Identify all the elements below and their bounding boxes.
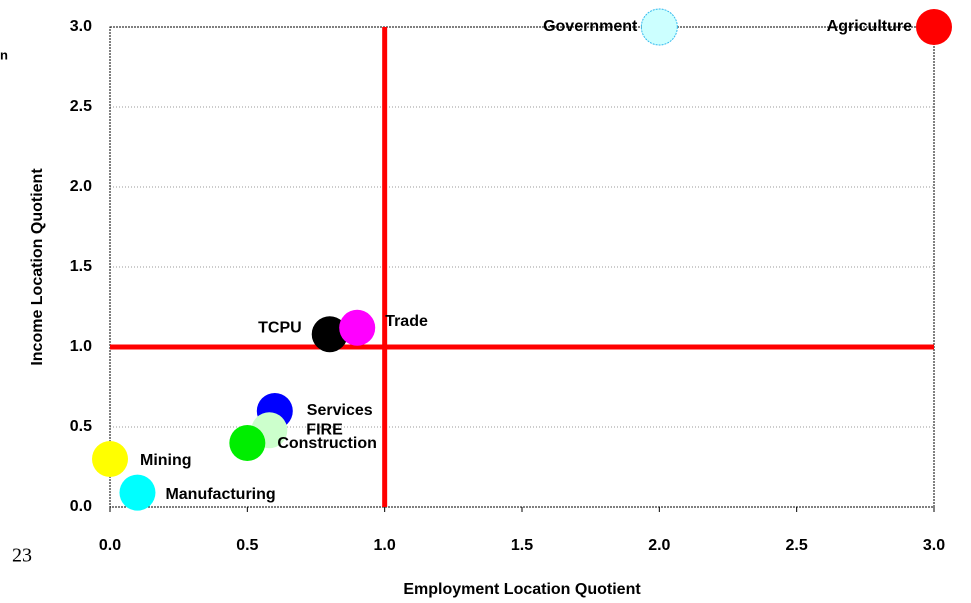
x-tick-label: 0.0	[99, 537, 121, 554]
point	[92, 441, 128, 477]
page-number: 23	[12, 545, 32, 567]
y-tick-label: 1.5	[70, 258, 92, 275]
x-tick-label: 2.0	[648, 537, 670, 554]
point-label: Trade	[385, 313, 428, 330]
point-label: Services	[307, 402, 373, 419]
point	[311, 316, 348, 353]
y-tick-label: 0.0	[70, 498, 92, 515]
point	[916, 9, 952, 45]
x-tick-label: 1.0	[374, 537, 396, 554]
x-tick-label: 1.5	[511, 537, 533, 554]
y-tick-label: 2.0	[70, 178, 92, 195]
x-tick-label: 0.5	[236, 537, 258, 554]
point	[119, 474, 156, 511]
y-tick-label: 2.5	[70, 98, 92, 115]
cut-text: n	[0, 47, 8, 62]
y-tick-label: 3.0	[70, 18, 92, 35]
y-axis-title: Income Location Quotient	[29, 168, 46, 366]
point-label: Government	[543, 18, 638, 35]
point-label: Mining	[140, 452, 192, 469]
x-axis-title: Employment Location Quotient	[403, 581, 641, 598]
point-label: TCPU	[258, 319, 302, 336]
x-tick-label: 3.0	[923, 537, 945, 554]
point-label: Agriculture	[827, 18, 912, 35]
x-tick-label: 2.5	[786, 537, 808, 554]
y-tick-label: 0.5	[70, 418, 92, 435]
plot-border	[109, 26, 935, 508]
point-label: Construction	[277, 435, 377, 452]
point-label: FIRE	[306, 421, 343, 438]
point	[229, 425, 266, 461]
point	[339, 309, 376, 346]
point-label: Manufacturing	[165, 486, 275, 503]
y-tick-label: 1.0	[70, 338, 92, 355]
point	[640, 8, 678, 46]
